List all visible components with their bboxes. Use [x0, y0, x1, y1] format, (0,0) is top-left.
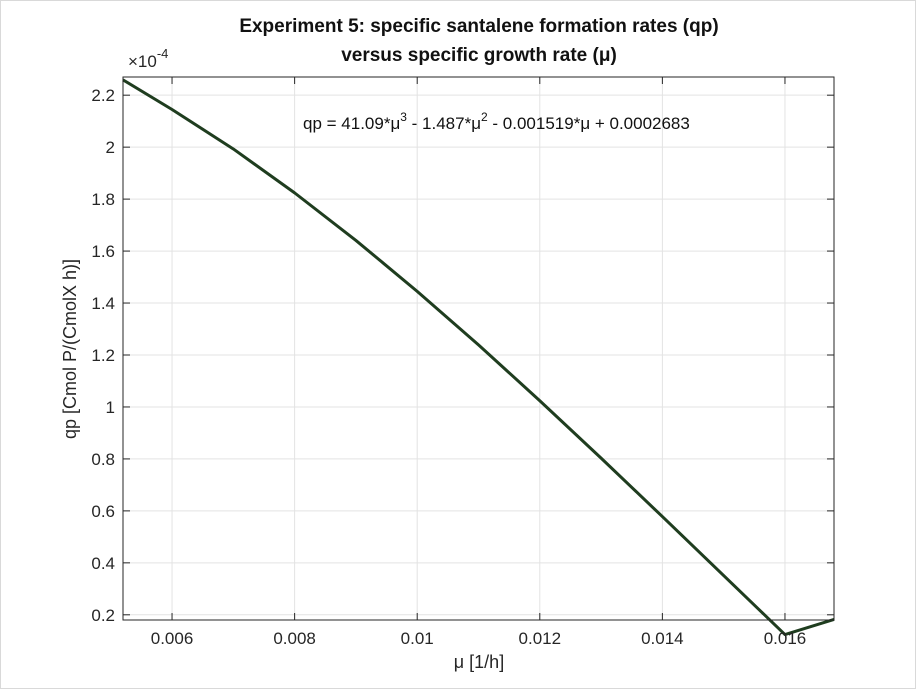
- fit-equation-part-2: - 1.487*μ: [407, 114, 481, 133]
- y-tick-label: 1: [106, 398, 115, 417]
- x-tick-label: 0.01: [401, 629, 434, 648]
- x-tick-label: 0.012: [519, 629, 562, 648]
- fit-equation-part-3: - 0.001519*μ + 0.0002683: [488, 114, 690, 133]
- y-tick-label: 0.2: [91, 606, 115, 625]
- fit-equation-exp-3: 3: [400, 110, 407, 124]
- y-multiplier-exponent: -4: [157, 46, 169, 61]
- y-tick-label: 1.6: [91, 242, 115, 261]
- chart-title-line-1: Experiment 5: specific santalene formati…: [239, 16, 718, 37]
- y-tick-label: 0.4: [91, 554, 115, 573]
- x-tick-label: 0.016: [764, 629, 807, 648]
- x-tick-label: 0.006: [151, 629, 194, 648]
- fit-equation: qp = 41.09*μ3 - 1.487*μ2 - 0.001519*μ + …: [303, 110, 690, 133]
- series-layer: [122, 78, 835, 637]
- y-tick-label: 0.6: [91, 502, 115, 521]
- y-axis-label: qp [Cmol P/(CmolX h)]: [60, 259, 80, 439]
- y-tick-label: 0.8: [91, 450, 115, 469]
- x-tick-labels: 0.006 0.008 0.01 0.012 0.014 0.016: [151, 629, 806, 648]
- ticks: [123, 77, 834, 620]
- y-tick-label: 2: [106, 138, 115, 157]
- x-tick-label: 0.008: [273, 629, 316, 648]
- series-line: [122, 78, 835, 637]
- y-tick-label: 1.8: [91, 190, 115, 209]
- y-tick-label: 2.2: [91, 86, 115, 105]
- grid: [123, 77, 834, 620]
- fit-equation-part-1: qp = 41.09*μ: [303, 114, 400, 133]
- chart-title-line-2: versus specific growth rate (μ): [341, 45, 617, 66]
- y-tick-label: 1.2: [91, 346, 115, 365]
- y-multiplier-base: ×10: [128, 52, 157, 71]
- x-axis-label: μ [1/h]: [454, 652, 504, 672]
- plot-area: [122, 76, 835, 621]
- x-tick-label: 0.014: [641, 629, 684, 648]
- fit-equation-exp-2: 2: [481, 110, 488, 124]
- y-multiplier: ×10-4: [128, 46, 168, 71]
- y-tick-labels: 0.2 0.4 0.6 0.8 1 1.2 1.4 1.6 1.8 2 2.2: [91, 86, 115, 625]
- y-tick-label: 1.4: [91, 294, 115, 313]
